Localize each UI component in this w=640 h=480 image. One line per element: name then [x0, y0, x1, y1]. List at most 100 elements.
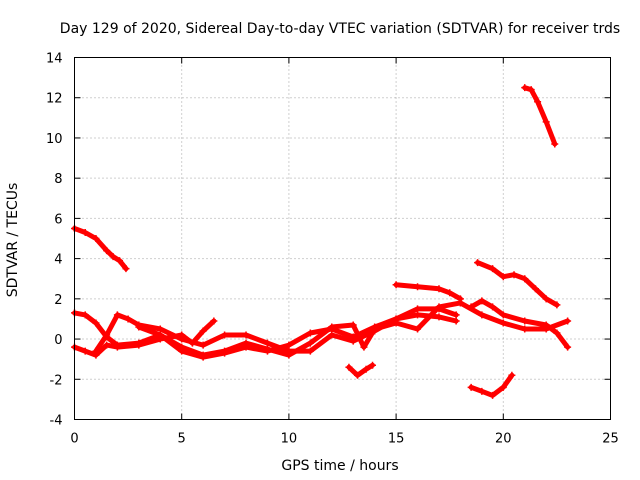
data-point: [456, 299, 464, 307]
data-point: [392, 281, 400, 289]
data-point: [285, 351, 293, 359]
data-point: [521, 325, 529, 333]
data-point: [467, 383, 475, 391]
data-point: [103, 331, 111, 339]
data-point: [414, 325, 422, 333]
data-point: [564, 317, 572, 325]
data-point: [263, 339, 271, 347]
tick-layer: [74, 57, 611, 420]
y-axis-title: SDTVAR / TECUs: [5, 183, 21, 298]
series-arc-10: [474, 259, 561, 309]
data-point: [92, 319, 100, 327]
data-point: [122, 265, 130, 273]
data-point: [508, 371, 516, 379]
y-tick-label: 0: [54, 333, 62, 348]
series-arc-11: [467, 371, 516, 399]
series-trace: [468, 372, 515, 398]
data-point: [113, 343, 121, 351]
series-trace: [468, 298, 571, 350]
data-point: [542, 295, 550, 303]
data-point: [489, 303, 497, 311]
data-point: [531, 285, 539, 293]
data-point: [392, 319, 400, 327]
data-point: [135, 341, 143, 349]
data-point: [156, 331, 164, 339]
data-point: [478, 297, 486, 305]
y-tick-label: 4: [54, 253, 62, 268]
data-point: [499, 273, 507, 281]
series-arc-5: [135, 299, 464, 359]
x-tick-label: 25: [602, 432, 619, 447]
data-point: [521, 317, 529, 325]
data-point: [478, 387, 486, 395]
data-point: [478, 311, 486, 319]
data-point: [178, 343, 186, 351]
data-point: [156, 325, 164, 333]
data-point: [360, 343, 368, 351]
data-point: [242, 331, 250, 339]
data-point: [199, 351, 207, 359]
data-point: [499, 319, 507, 327]
data-point: [435, 285, 443, 293]
data-point: [553, 301, 561, 309]
series-arc-1: [71, 224, 130, 273]
data-point: [452, 317, 460, 325]
data-point: [116, 257, 124, 265]
y-tick-label: 8: [54, 172, 62, 187]
data-point: [178, 335, 186, 343]
data-point: [349, 321, 357, 329]
data-point: [263, 345, 271, 353]
data-point: [521, 84, 529, 92]
data-point: [113, 311, 121, 319]
y-tick-label: -4: [50, 414, 63, 429]
data-point: [435, 303, 443, 311]
data-point: [306, 329, 314, 337]
data-point: [199, 327, 207, 335]
data-point: [499, 311, 507, 319]
series-trace: [72, 225, 129, 272]
x-tick-label: 0: [70, 432, 78, 447]
x-axis-title: GPS time / hours: [281, 458, 398, 474]
data-point: [542, 321, 550, 329]
data-point: [534, 98, 542, 106]
data-point: [474, 259, 482, 267]
y-tick-labels: -4 -2 0 2 4 6 8 10 12 14: [46, 52, 63, 429]
x-tick-label: 10: [281, 432, 298, 447]
data-point: [414, 305, 422, 313]
data-point: [242, 339, 250, 347]
data-point: [499, 383, 507, 391]
data-point: [489, 391, 497, 399]
data-point: [306, 347, 314, 355]
data-point: [81, 228, 89, 236]
data-point: [489, 265, 497, 273]
chart-title: Day 129 of 2020, Sidereal Day-to-day VTE…: [60, 21, 620, 37]
data-point: [92, 235, 100, 242]
y-tick-label: 12: [46, 92, 63, 107]
data-point: [551, 140, 559, 148]
x-tick-label: 20: [495, 432, 512, 447]
data-point: [435, 313, 443, 321]
data-point: [81, 347, 89, 355]
data-point: [92, 347, 100, 355]
y-tick-label: 14: [46, 52, 63, 67]
data-point: [371, 325, 379, 333]
data-point: [467, 303, 475, 311]
y-tick-label: 6: [54, 212, 62, 227]
series-layer: [71, 84, 572, 399]
x-tick-labels: 0 5 10 15 20 25: [70, 432, 618, 447]
data-point: [285, 341, 293, 349]
data-point: [510, 271, 518, 279]
plot-frame: [74, 57, 611, 420]
series-trace: [475, 260, 560, 308]
data-point: [414, 311, 422, 319]
data-point: [452, 311, 460, 319]
data-point: [109, 253, 117, 261]
data-point: [527, 86, 535, 94]
data-point: [542, 118, 550, 126]
x-tick-label: 5: [178, 432, 186, 447]
data-point: [328, 323, 336, 331]
data-point: [306, 339, 314, 347]
data-point: [349, 337, 357, 345]
series-trace: [93, 306, 459, 354]
data-point: [362, 365, 370, 373]
